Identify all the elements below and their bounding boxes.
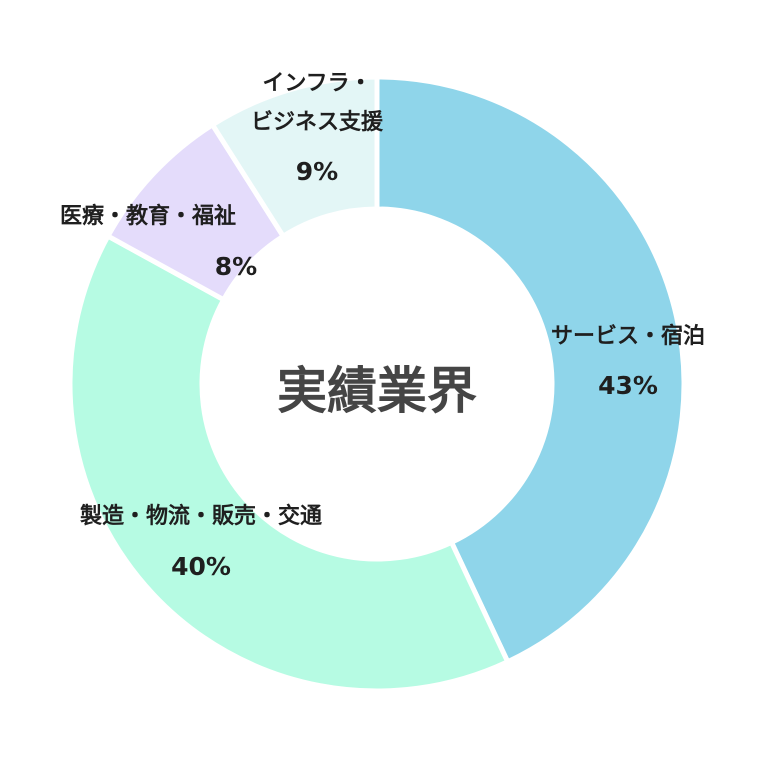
slice-label-infrastructure-line1: インフラ・ (262, 71, 371, 96)
slice-label-group-infrastructure: インフラ・ ビジネス支援 9% (251, 71, 384, 186)
slice-label-group-manufacturing: 製造・物流・販売・交通 40% (79, 503, 322, 581)
slice-pct-service: 43% (598, 371, 658, 400)
slice-label-medical: 医療・教育・福祉 (60, 203, 236, 229)
chart-slices (67, 74, 687, 694)
slice-label-manufacturing: 製造・物流・販売・交通 (79, 503, 322, 529)
slice-label-group-service: サービス・宿泊 43% (551, 323, 705, 400)
slice-manufacturing (67, 233, 511, 694)
chart-title: 実績業界 (277, 362, 477, 420)
slice-pct-medical: 8% (215, 252, 257, 281)
slice-pct-manufacturing: 40% (171, 552, 231, 581)
slice-label-service: サービス・宿泊 (551, 323, 705, 349)
slice-pct-infrastructure: 9% (296, 157, 338, 186)
slice-label-infrastructure-line2: ビジネス支援 (251, 110, 384, 135)
slice-infrastructure (210, 74, 380, 239)
slice-label-group-medical: 医療・教育・福祉 8% (60, 203, 257, 281)
slice-service (374, 74, 687, 665)
